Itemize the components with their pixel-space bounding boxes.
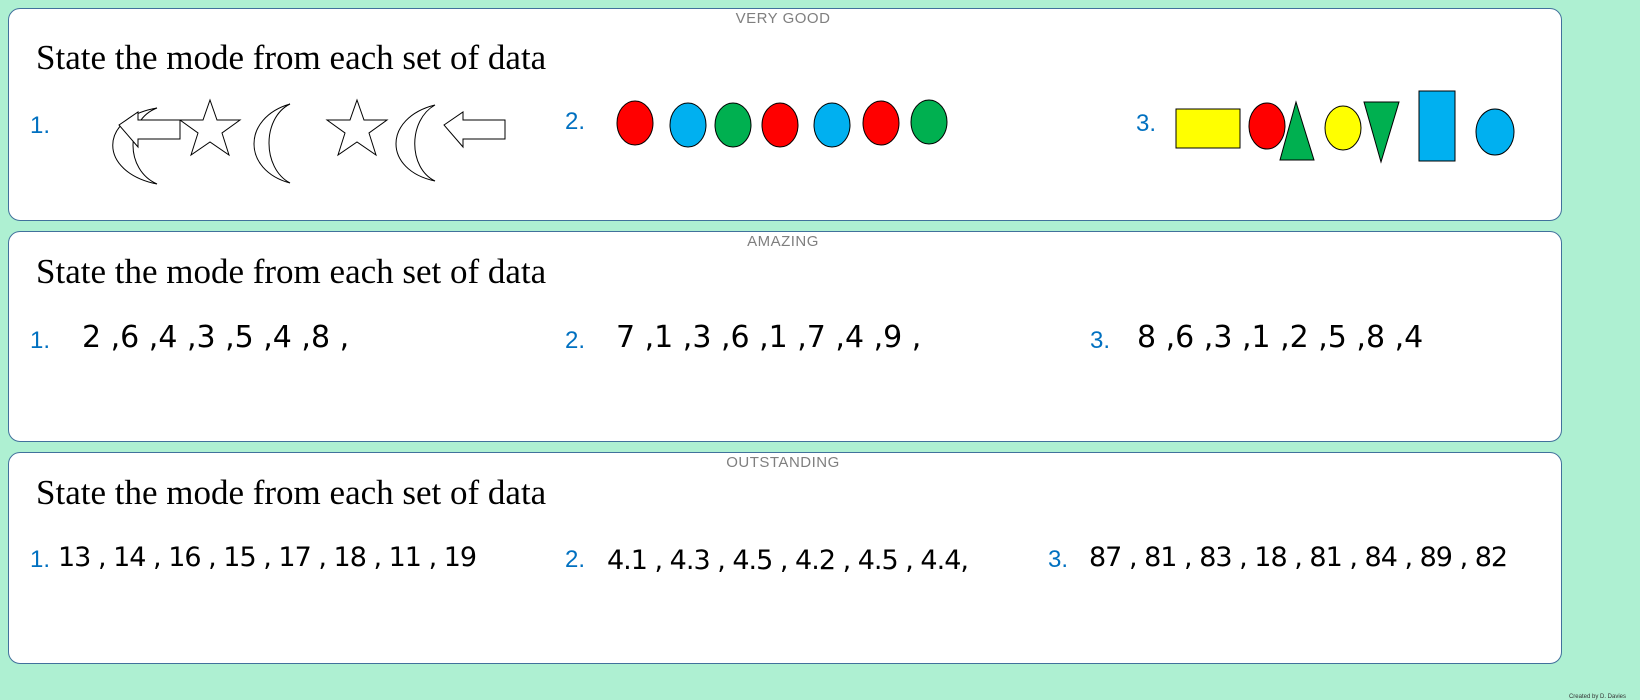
- item-number: 1.: [30, 327, 51, 354]
- item-number: 2.: [565, 108, 586, 135]
- moon-shape: [253, 103, 291, 184]
- item-number: 3.: [1090, 327, 1111, 354]
- blue-oval: [1475, 108, 1515, 156]
- green-oval: [714, 102, 752, 148]
- data-set: 2 ,6 ,4 ,3 ,5 ,4 ,8 ,: [82, 320, 350, 355]
- data-set: 7 ,1 ,3 ,6 ,1 ,7 ,4 ,9 ,: [616, 320, 922, 355]
- level-label: VERY GOOD: [735, 10, 831, 27]
- blue-oval: [669, 102, 707, 148]
- panel-amazing: [8, 231, 1562, 442]
- data-set: 87 , 81 , 83 , 18 , 81 , 84 , 89 , 82: [1089, 542, 1508, 573]
- item-number: 3.: [1136, 110, 1157, 137]
- level-label: AMAZING: [747, 233, 819, 250]
- arrow-left-shape: [443, 111, 506, 149]
- blue-oval: [813, 102, 851, 148]
- green-triangle: [1279, 100, 1315, 161]
- data-set: 8 ,6 ,3 ,1 ,2 ,5 ,8 ,4: [1137, 320, 1424, 355]
- item-number: 2.: [565, 327, 586, 354]
- credit-text: Created by D. Davies: [1568, 694, 1626, 700]
- red-oval: [862, 100, 900, 146]
- question-title: State the mode from each set of data: [36, 252, 547, 291]
- star-shape: [325, 98, 389, 157]
- red-oval: [1248, 102, 1286, 150]
- item-number: 3.: [1048, 546, 1069, 573]
- arrow-left-shape: [118, 111, 181, 149]
- item-number: 1.: [30, 546, 51, 573]
- question-title: State the mode from each set of data: [36, 38, 547, 77]
- item-number: 2.: [565, 546, 586, 573]
- red-oval: [761, 102, 799, 148]
- green-oval: [910, 99, 948, 145]
- data-set: 13 , 14 , 16 , 15 , 17 , 18 , 11 , 19: [58, 542, 477, 573]
- green-triangle-inverted: [1363, 101, 1400, 164]
- panel-outstanding: [8, 452, 1562, 664]
- red-oval: [616, 100, 654, 146]
- yellow-rectangle: [1175, 108, 1241, 149]
- moon-shape: [395, 104, 436, 182]
- data-set: 4.1 , 4.3 , 4.5 , 4.2 , 4.5 , 4.4,: [607, 545, 969, 576]
- item-number: 1.: [30, 112, 51, 139]
- yellow-oval: [1324, 105, 1362, 151]
- level-label: OUTSTANDING: [726, 454, 840, 471]
- blue-rectangle: [1418, 90, 1456, 162]
- question-title: State the mode from each set of data: [36, 473, 547, 512]
- star-shape: [178, 98, 242, 157]
